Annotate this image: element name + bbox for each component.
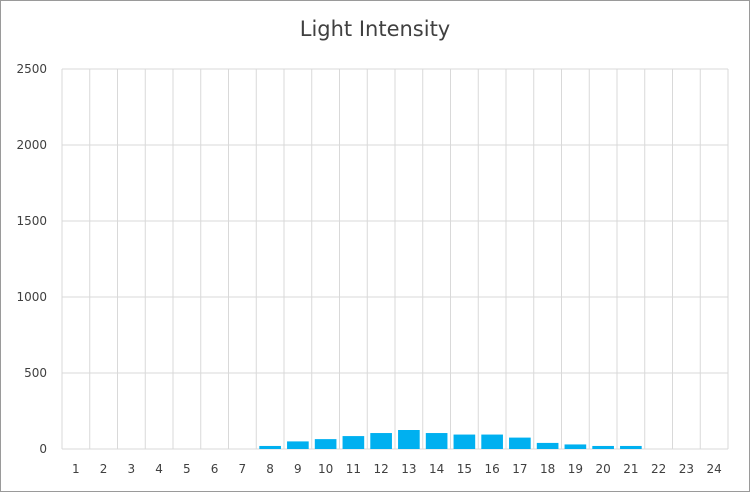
x-tick-label: 9: [294, 462, 302, 476]
bar: [259, 445, 281, 449]
x-tick-label: 7: [239, 462, 247, 476]
gridlines: [61, 68, 729, 450]
bar: [536, 442, 559, 449]
x-tick-label: 20: [595, 462, 610, 476]
x-tick-label: 24: [706, 462, 721, 476]
x-tick-label: 14: [429, 462, 444, 476]
bar: [287, 441, 309, 449]
bars: [259, 430, 642, 449]
bar: [453, 434, 476, 449]
bar: [564, 444, 587, 449]
bar: [314, 439, 337, 449]
x-tick-label: 4: [155, 462, 163, 476]
y-tick-label: 2500: [16, 62, 47, 76]
x-tick-label: 5: [183, 462, 191, 476]
bar: [620, 445, 642, 449]
x-tick-label: 11: [346, 462, 361, 476]
x-tick-label: 17: [512, 462, 527, 476]
x-tick-label: 13: [401, 462, 416, 476]
x-tick-label: 8: [266, 462, 274, 476]
x-tick-label: 16: [484, 462, 499, 476]
x-tick-label: 15: [457, 462, 472, 476]
x-tick-label: 22: [651, 462, 666, 476]
x-tick-label: 3: [128, 462, 136, 476]
y-tick-label: 1500: [16, 214, 47, 228]
bar: [592, 445, 614, 449]
y-axis-labels: 0 500 1000 1500 2000 2500: [16, 62, 47, 456]
x-tick-label: 21: [623, 462, 638, 476]
x-tick-label: 2: [100, 462, 108, 476]
x-tick-label: 19: [568, 462, 583, 476]
bar: [481, 434, 503, 449]
x-tick-label: 23: [679, 462, 694, 476]
chart-title: Light Intensity: [299, 17, 451, 41]
x-tick-label: 12: [373, 462, 388, 476]
x-axis-labels: 1 2 3 4 5 6 7 8 9 10 11 12 13 14 15 16 17 18 19 20 21 22 23 24: [72, 462, 722, 476]
bar: [509, 437, 531, 449]
bar: [342, 436, 365, 449]
x-tick-label: 18: [540, 462, 555, 476]
y-tick-label: 1000: [16, 290, 47, 304]
y-tick-label: 500: [24, 366, 47, 380]
bar: [425, 433, 448, 449]
x-tick-label: 6: [211, 462, 219, 476]
x-tick-label: 1: [72, 462, 80, 476]
bar: [398, 430, 420, 449]
y-tick-label: 0: [39, 442, 47, 456]
x-tick-label: 10: [318, 462, 333, 476]
bar: [370, 433, 392, 449]
y-tick-label: 2000: [16, 138, 47, 152]
